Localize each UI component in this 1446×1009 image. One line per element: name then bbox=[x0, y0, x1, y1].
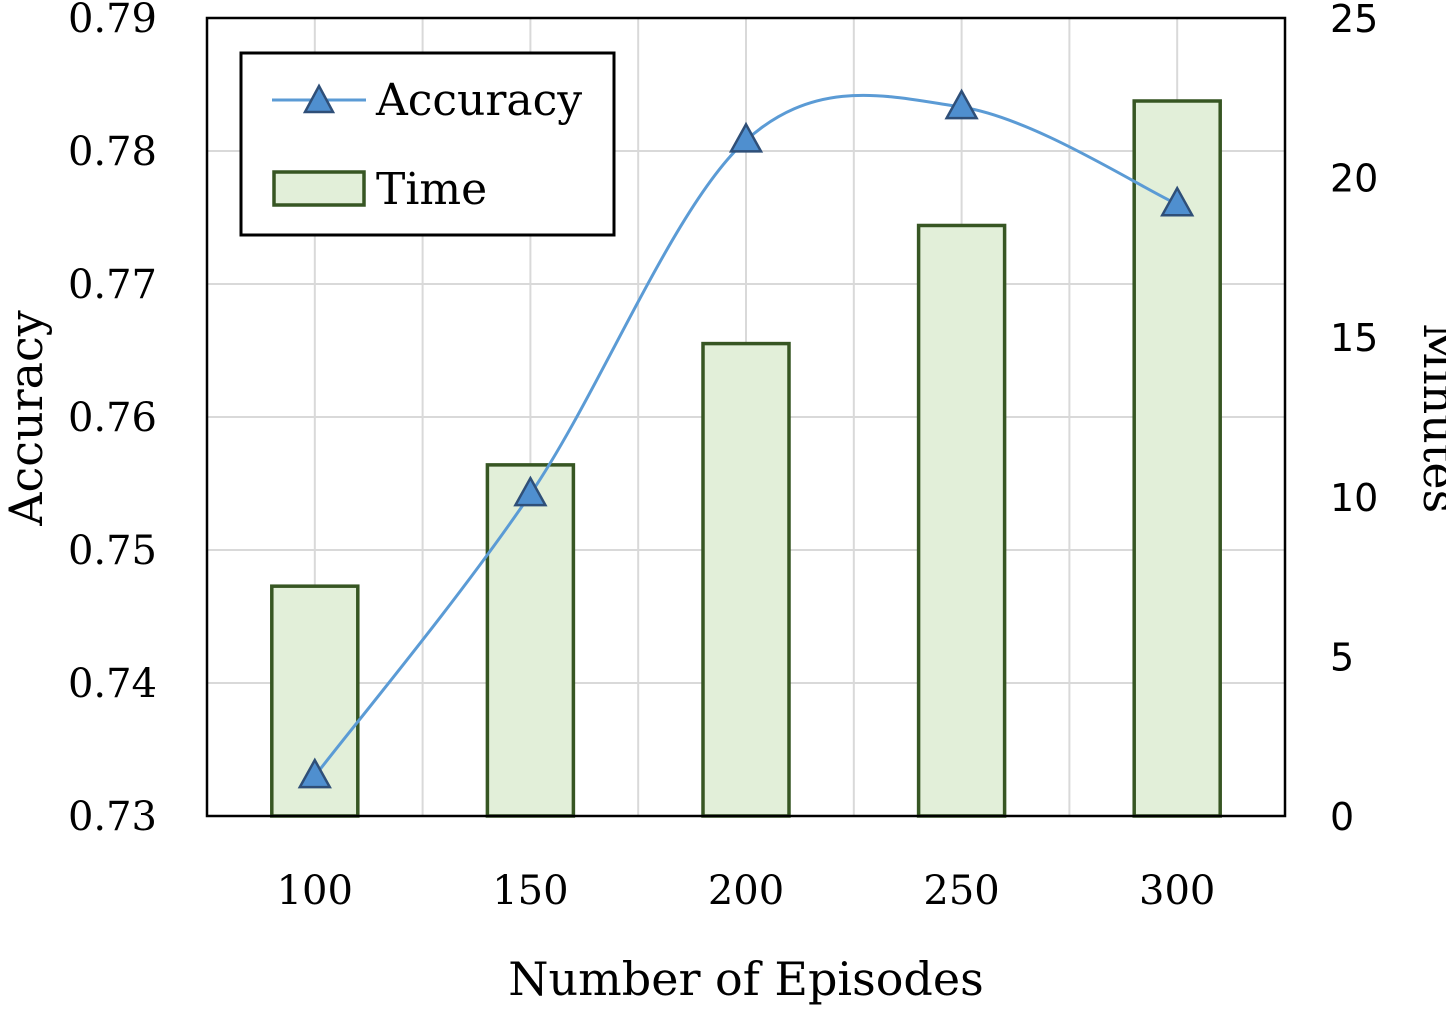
bar-time-300 bbox=[1132, 99, 1222, 818]
accuracy-marker-250 bbox=[944, 88, 979, 120]
bar-time-200 bbox=[701, 341, 791, 818]
y-tick-left-label: 0.79 bbox=[68, 0, 157, 42]
bar-time-250 bbox=[916, 223, 1007, 818]
y-axis-right-ticks: 0 5 10 15 20 25 bbox=[1330, 0, 1378, 839]
y-tick-left-label: 0.76 bbox=[68, 395, 157, 441]
y-tick-left-label: 0.75 bbox=[68, 528, 157, 574]
y-tick-right-label: 20 bbox=[1330, 157, 1378, 201]
x-axis-label: Number of Episodes bbox=[508, 952, 983, 1006]
y-tick-left-label: 0.77 bbox=[68, 262, 157, 308]
accuracy-marker-300 bbox=[1160, 185, 1195, 217]
accuracy-marker-150 bbox=[513, 475, 548, 507]
y-tick-right-label: 10 bbox=[1330, 476, 1378, 520]
legend-accuracy-label: Accuracy bbox=[375, 75, 582, 126]
legend-time-bar-symbol bbox=[272, 170, 366, 207]
x-tick-label: 250 bbox=[923, 868, 999, 914]
x-tick-label: 150 bbox=[492, 868, 568, 914]
y-tick-left-label: 0.78 bbox=[68, 129, 157, 175]
y-tick-right-label: 15 bbox=[1330, 316, 1378, 360]
y-tick-left-label: 0.74 bbox=[68, 661, 157, 707]
accuracy-line bbox=[313, 93, 1178, 778]
legend: Accuracy Time bbox=[239, 51, 616, 237]
y-tick-right-label: 5 bbox=[1330, 635, 1354, 679]
y-tick-right-label: 0 bbox=[1330, 795, 1354, 839]
x-tick-label: 100 bbox=[277, 868, 353, 914]
legend-accuracy-marker-symbol bbox=[302, 83, 336, 114]
accuracy-marker-100 bbox=[297, 757, 332, 789]
accuracy-markers bbox=[297, 88, 1195, 789]
accuracy-marker-200 bbox=[728, 121, 764, 153]
bar-series-time bbox=[270, 99, 1222, 818]
y-axis-left-ticks: 0.73 0.74 0.75 0.76 0.77 0.78 0.79 bbox=[68, 0, 157, 840]
legend-time-label: Time bbox=[376, 164, 487, 215]
bar-time-150 bbox=[485, 463, 576, 818]
plot-frame bbox=[205, 16, 1287, 818]
y-tick-left-label: 0.73 bbox=[68, 794, 157, 840]
x-tick-label: 300 bbox=[1139, 868, 1215, 914]
y-axis-left-label: Accuracy bbox=[0, 310, 53, 527]
x-axis-ticks: 100 150 200 250 300 bbox=[277, 868, 1216, 914]
y-axis-right-label: Minutes bbox=[1413, 323, 1446, 513]
y-tick-right-label: 25 bbox=[1330, 0, 1378, 41]
x-tick-label: 200 bbox=[708, 868, 784, 914]
